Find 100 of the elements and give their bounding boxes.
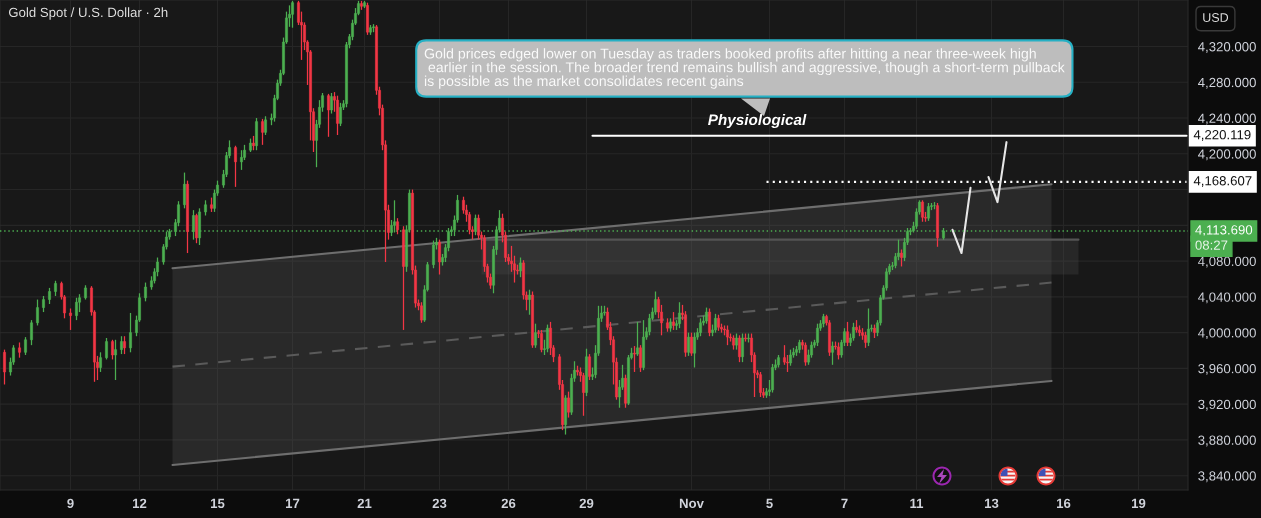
candlestick [873,323,876,339]
candlestick [636,321,639,357]
candlestick [777,354,780,369]
candlestick [204,199,207,217]
candlestick [420,301,423,324]
x-tick-label: 13 [984,498,999,509]
candlestick [744,332,747,343]
candlestick [747,332,750,344]
candlestick [672,311,675,331]
candlestick [624,374,627,409]
y-tick-label: 3,840.000 [1198,471,1256,483]
x-tick-label: 7 [841,498,848,508]
candlestick [54,280,57,297]
candlestick [519,256,522,278]
y-tick-label: 3,920.000 [1198,399,1256,411]
candlestick [798,339,801,354]
candlestick [84,284,87,301]
candlestick [144,281,147,302]
candlestick [585,348,588,397]
candlestick [240,149,243,171]
text: 08:27 [1195,240,1228,250]
candlestick [687,332,690,357]
candlestick [546,323,549,353]
candlestick [438,239,441,276]
x-tick-label: 9 [67,498,74,509]
x-tick-label: 26 [501,498,516,509]
candlestick [900,248,903,268]
candlestick [336,95,339,136]
candlestick [369,24,372,36]
candlestick [564,394,567,436]
candlestick [669,317,672,333]
candlestick [114,339,117,381]
candlestick [804,341,807,367]
candlestick [654,290,657,316]
candlestick [852,322,855,342]
candlestick [741,332,744,363]
candlestick [363,0,366,9]
candlestick [474,213,477,236]
candlestick [48,287,51,305]
candlestick [678,301,681,329]
candlestick [588,353,591,381]
candlestick [531,290,534,349]
candlestick [726,324,729,346]
y-axis-title: USD [1203,13,1229,22]
x-tick-label: 29 [579,498,594,509]
candlestick [264,115,267,136]
candlestick [255,117,258,151]
candlestick [291,0,294,29]
candlestick [99,351,102,373]
candlestick [234,145,237,188]
candlestick [642,319,645,371]
x-tick-label: 5 [766,498,773,509]
y-tick-label: 3,880.000 [1198,435,1256,447]
candlestick [30,319,33,346]
candlestick [936,202,939,248]
candlestick [129,312,132,353]
candlestick [858,324,861,337]
candlestick [18,341,21,359]
candlestick [837,341,840,361]
candlestick [927,202,930,222]
candlestick [111,339,114,361]
candlestick [123,335,126,355]
data-label: 4,168.607 [1193,176,1252,187]
x-tick-label: 23 [432,498,447,509]
candlestick [699,317,702,337]
y-tick-label: 4,280.000 [1198,77,1256,89]
candlestick [69,307,72,331]
candlestick [261,118,264,146]
candlestick [42,295,45,313]
candlestick [402,225,405,331]
candlestick [195,213,198,244]
candlestick [183,171,186,209]
candlestick [210,196,213,213]
candlestick [633,345,636,373]
ref-line-label: 4,113.690 [1195,225,1253,237]
candlestick [534,323,537,349]
candlestick [540,329,543,353]
y-tick-label: 4,200.000 [1198,149,1256,161]
candlestick [567,391,570,419]
candlestick [339,102,342,127]
candlestick [192,209,195,241]
candlestick [528,289,531,316]
candlestick [933,201,936,210]
candlestick [360,0,363,11]
x-tick-label: 19 [1131,498,1146,509]
candlestick [366,2,369,36]
candlestick [639,344,642,373]
candlestick [717,314,720,332]
candlestick [867,307,870,347]
y-tick-label: 4,040.000 [1198,292,1256,304]
candlestick [327,93,330,138]
candlestick [759,371,762,398]
candlestick [864,331,867,349]
text: Gold Spot / U.S. Dollar · 2h [8,7,168,20]
candlestick [855,319,858,334]
data-label: 4,220.119 [1193,130,1251,141]
candlestick [666,317,669,333]
x-tick-label: 11 [910,498,924,508]
candlestick [396,217,399,235]
candlestick [738,334,741,363]
